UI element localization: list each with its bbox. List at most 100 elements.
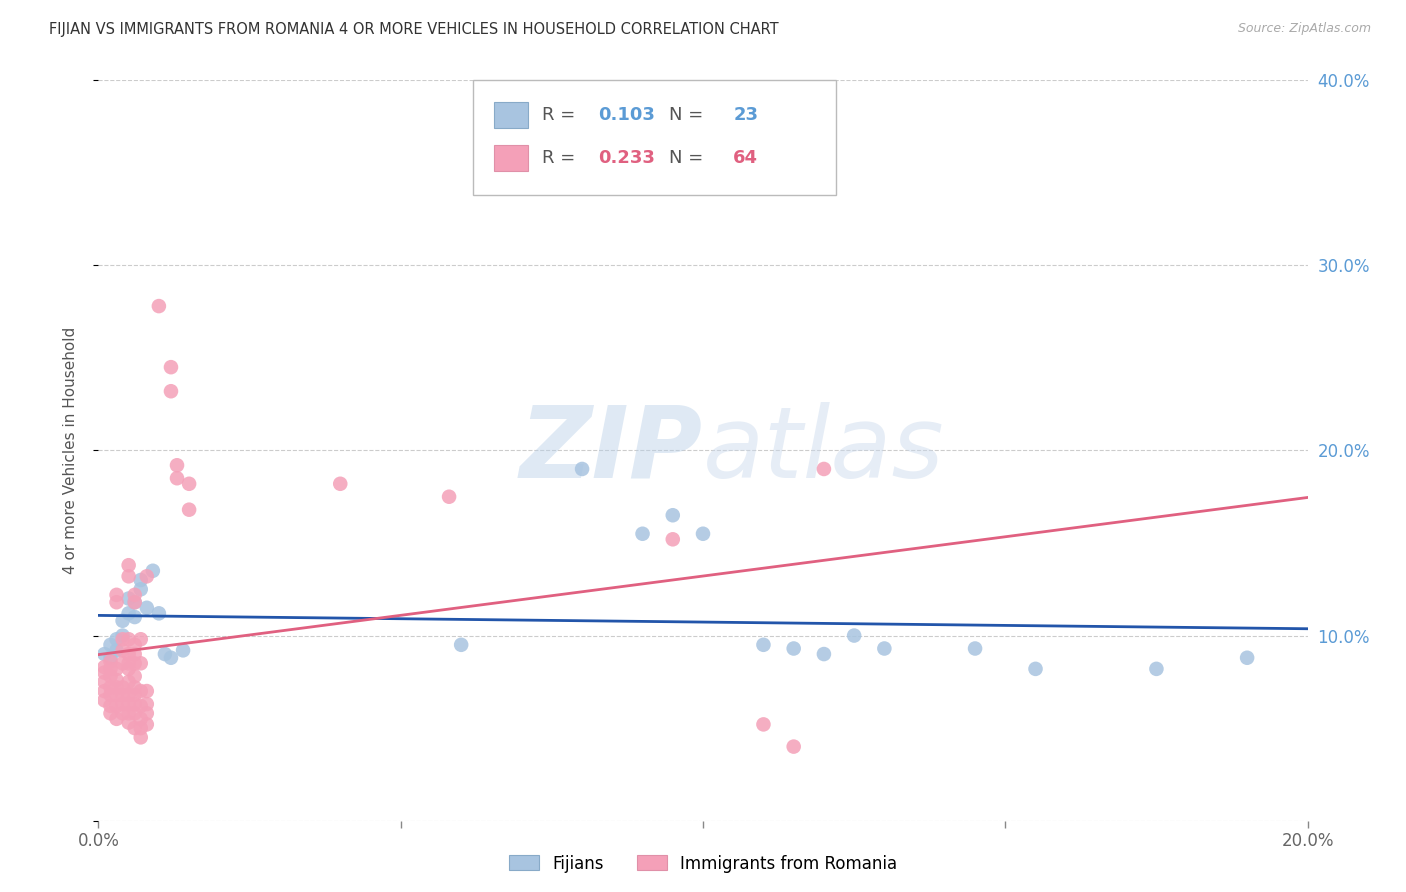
- Point: [111, 681, 134, 695]
- Point: [118, 591, 141, 606]
- FancyBboxPatch shape: [474, 80, 837, 195]
- Point: [129, 573, 152, 587]
- Point: [93, 693, 115, 707]
- Point: [783, 739, 806, 754]
- Point: [135, 706, 157, 721]
- Point: [105, 632, 128, 647]
- Point: [965, 641, 987, 656]
- Point: [124, 669, 146, 683]
- Point: [93, 660, 115, 674]
- Point: [105, 662, 128, 676]
- Point: [450, 638, 472, 652]
- Point: [118, 632, 141, 647]
- Point: [100, 662, 122, 676]
- Point: [124, 721, 146, 735]
- Point: [1236, 650, 1258, 665]
- Point: [124, 595, 146, 609]
- Point: [100, 650, 122, 665]
- Point: [111, 628, 134, 642]
- Point: [118, 688, 141, 702]
- Point: [166, 471, 188, 485]
- Point: [166, 458, 188, 473]
- Point: [118, 607, 141, 621]
- Point: [129, 657, 152, 671]
- Point: [105, 688, 128, 702]
- Point: [105, 643, 128, 657]
- Point: [124, 657, 146, 671]
- Point: [631, 526, 654, 541]
- Point: [111, 688, 134, 702]
- Text: N =: N =: [669, 149, 709, 167]
- Point: [129, 632, 152, 647]
- Point: [571, 462, 593, 476]
- Point: [813, 462, 835, 476]
- Point: [844, 628, 866, 642]
- Point: [135, 717, 157, 731]
- Bar: [494, 145, 527, 171]
- Point: [124, 697, 146, 711]
- Point: [124, 688, 146, 702]
- Point: [105, 712, 128, 726]
- Point: [129, 684, 152, 698]
- Point: [148, 607, 170, 621]
- Point: [111, 706, 134, 721]
- Legend: Fijians, Immigrants from Romania: Fijians, Immigrants from Romania: [502, 848, 904, 880]
- Point: [135, 569, 157, 583]
- Point: [118, 697, 141, 711]
- Text: 64: 64: [734, 149, 758, 167]
- Point: [160, 650, 183, 665]
- Point: [100, 698, 122, 713]
- Point: [93, 674, 115, 689]
- Point: [118, 569, 141, 583]
- Text: ZIP: ZIP: [520, 402, 703, 499]
- Point: [111, 614, 134, 628]
- Point: [179, 502, 201, 516]
- Point: [148, 299, 170, 313]
- Point: [1024, 662, 1046, 676]
- Text: 0.233: 0.233: [598, 149, 655, 167]
- Point: [100, 655, 122, 669]
- Point: [813, 647, 835, 661]
- Point: [105, 588, 128, 602]
- Text: R =: R =: [543, 106, 581, 124]
- Point: [105, 673, 128, 687]
- Point: [129, 582, 152, 597]
- Point: [873, 641, 896, 656]
- Point: [437, 490, 460, 504]
- Point: [100, 669, 122, 683]
- Point: [105, 698, 128, 713]
- Point: [124, 610, 146, 624]
- Point: [129, 698, 152, 713]
- Point: [100, 681, 122, 695]
- Text: 23: 23: [734, 106, 758, 124]
- Point: [100, 706, 122, 721]
- Point: [100, 688, 122, 702]
- Point: [124, 595, 146, 609]
- Y-axis label: 4 or more Vehicles in Household: 4 or more Vehicles in Household: [63, 326, 77, 574]
- Point: [111, 632, 134, 647]
- Point: [752, 638, 775, 652]
- Point: [118, 558, 141, 573]
- Point: [179, 476, 201, 491]
- Text: N =: N =: [669, 106, 709, 124]
- Point: [118, 662, 141, 676]
- Point: [118, 715, 141, 730]
- Point: [129, 731, 152, 745]
- Point: [329, 476, 352, 491]
- Point: [93, 684, 115, 698]
- Point: [111, 643, 134, 657]
- Text: R =: R =: [543, 149, 581, 167]
- Point: [692, 526, 714, 541]
- Point: [1144, 662, 1167, 676]
- Point: [124, 638, 146, 652]
- Point: [118, 647, 141, 661]
- Text: atlas: atlas: [703, 402, 945, 499]
- Text: FIJIAN VS IMMIGRANTS FROM ROMANIA 4 OR MORE VEHICLES IN HOUSEHOLD CORRELATION CH: FIJIAN VS IMMIGRANTS FROM ROMANIA 4 OR M…: [49, 22, 779, 37]
- Point: [172, 643, 194, 657]
- Point: [752, 717, 775, 731]
- Point: [93, 647, 115, 661]
- Point: [661, 508, 683, 523]
- Point: [153, 647, 176, 661]
- Text: Source: ZipAtlas.com: Source: ZipAtlas.com: [1237, 22, 1371, 36]
- Point: [129, 721, 152, 735]
